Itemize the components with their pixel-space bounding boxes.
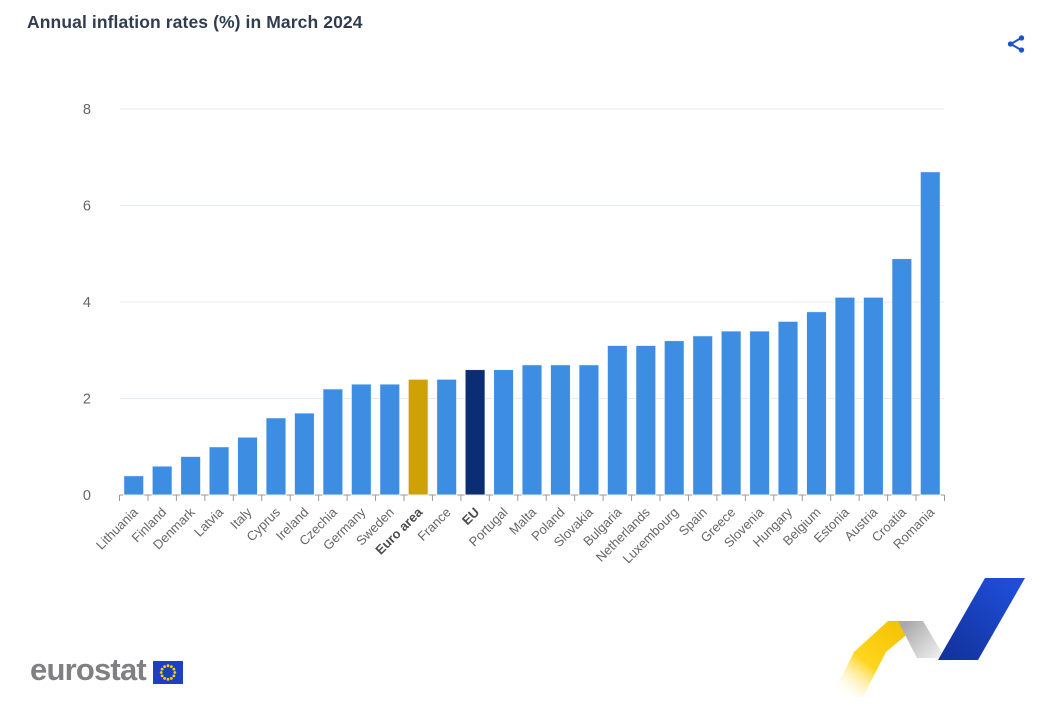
bar-slovakia[interactable]	[578, 364, 600, 496]
y-axis-label: 2	[83, 392, 91, 408]
bar-austria[interactable]	[862, 296, 884, 496]
bar-lithuania[interactable]	[123, 475, 145, 496]
bar-belgium[interactable]	[805, 311, 827, 496]
bar-poland[interactable]	[549, 364, 571, 496]
eurostat-logo: eurostat	[30, 654, 183, 685]
bar-spain[interactable]	[692, 335, 714, 496]
bar-latvia[interactable]	[208, 446, 230, 496]
bar-bulgaria[interactable]	[606, 344, 628, 496]
x-axis-label-eu: EU	[459, 505, 482, 528]
bar-croatia[interactable]	[891, 258, 913, 496]
bar-italy[interactable]	[237, 436, 259, 496]
bar-sweden[interactable]	[379, 383, 401, 496]
bar-euro-area[interactable]	[407, 378, 429, 496]
bar-germany[interactable]	[350, 383, 372, 496]
x-axis-label-latvia: Latvia	[191, 504, 227, 540]
page-title: Annual inflation rates (%) in March 2024	[27, 12, 363, 32]
bar-netherlands[interactable]	[635, 344, 657, 496]
bar-czechia[interactable]	[322, 388, 344, 496]
bar-ireland[interactable]	[293, 412, 315, 496]
bar-estonia[interactable]	[834, 296, 856, 496]
ribbon-blue-band	[938, 578, 1025, 660]
bar-slovenia[interactable]	[749, 330, 771, 496]
bar-cyprus[interactable]	[265, 417, 287, 496]
bar-romania[interactable]	[919, 171, 941, 496]
y-axis-label: 4	[83, 295, 91, 311]
y-axis-label: 6	[83, 199, 91, 215]
eurostat-logo-text: eurostat	[30, 652, 147, 687]
ribbon-yellow-band	[831, 621, 923, 697]
bar-greece[interactable]	[720, 330, 742, 496]
bar-portugal[interactable]	[493, 369, 515, 496]
bar-luxembourg[interactable]	[663, 340, 685, 496]
bar-malta[interactable]	[521, 364, 543, 496]
y-axis-label: 8	[83, 102, 91, 118]
ribbon-gray-fold	[898, 621, 945, 658]
bar-france[interactable]	[436, 378, 458, 496]
bar-eu[interactable]	[464, 369, 486, 496]
eu-flag-icon	[152, 661, 183, 684]
share-icon	[1007, 35, 1025, 53]
bar-finland[interactable]	[151, 465, 173, 496]
y-axis-label: 0	[83, 488, 91, 504]
bar-hungary[interactable]	[777, 320, 799, 496]
bar-denmark[interactable]	[180, 455, 202, 496]
ribbon-decoration	[831, 578, 1025, 697]
share-button[interactable]	[1000, 28, 1032, 60]
